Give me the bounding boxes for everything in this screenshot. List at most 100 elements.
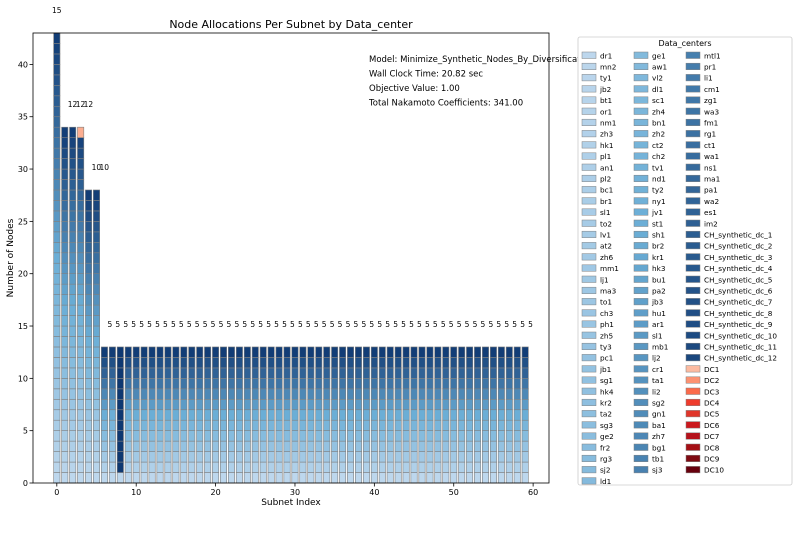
legend-item: es1	[685, 208, 717, 217]
bar-segment	[93, 367, 100, 379]
bar-segment	[362, 461, 370, 473]
legend-item: mb1	[633, 343, 668, 352]
bar-segment	[362, 419, 370, 431]
legend-swatch	[633, 242, 649, 250]
bar-segment	[355, 440, 362, 452]
bar-segment	[442, 451, 450, 463]
bar-segment	[227, 472, 235, 484]
bar-segment	[53, 252, 61, 264]
bar-segment	[93, 210, 100, 222]
bar-segment	[235, 461, 243, 473]
legend-label: lv1	[600, 231, 611, 240]
legend-swatch	[581, 421, 597, 429]
bar-segment	[93, 430, 100, 442]
y-tick-label: 35	[18, 113, 28, 122]
bar-segment	[434, 430, 442, 442]
bar-label: 5	[512, 320, 517, 329]
legend-swatch	[633, 130, 649, 138]
bar-segment	[212, 440, 220, 452]
bar-subnet-31	[299, 346, 307, 484]
bar-segment	[204, 419, 212, 431]
legend-swatch	[685, 454, 701, 462]
bar-segment	[180, 357, 188, 369]
bar-segment	[347, 367, 355, 379]
bar-segment	[212, 388, 220, 400]
bar-segment	[227, 346, 235, 358]
legend-label: hk1	[600, 141, 614, 150]
legend-item: wa3	[685, 107, 719, 116]
bar-segment	[275, 430, 283, 442]
legend-swatch	[633, 253, 649, 261]
bar-segment	[251, 419, 259, 431]
bar-segment	[108, 388, 116, 400]
legend-item: zh7	[633, 432, 665, 441]
bar-segment	[378, 357, 386, 369]
legend-swatch	[581, 130, 597, 138]
legend-swatch	[685, 342, 701, 350]
bar-segment	[513, 451, 521, 463]
bar-segment	[299, 378, 307, 390]
bar-segment	[61, 315, 69, 327]
bar-segment	[164, 388, 172, 400]
bar-segment	[267, 451, 275, 463]
legend-item: sg2	[633, 399, 665, 408]
bar-segment	[458, 388, 466, 400]
bar-segment	[482, 367, 489, 379]
bar-segment	[93, 252, 100, 264]
bar-label: 5	[433, 320, 438, 329]
legend-label: fr2	[600, 443, 610, 452]
bar-label: 10	[100, 163, 110, 172]
bar-segment	[355, 419, 362, 431]
legend-swatch	[685, 331, 701, 339]
bar-label: 5	[187, 320, 192, 329]
legend-swatch	[581, 174, 597, 182]
bar-segment	[402, 440, 410, 452]
legend-item: pr1	[685, 63, 716, 72]
legend-label: pl2	[600, 175, 611, 184]
legend-swatch	[581, 410, 597, 418]
bar-segment	[521, 461, 529, 473]
bar-label: 5	[528, 320, 533, 329]
bar-segment	[315, 367, 323, 379]
bar-segment	[299, 451, 307, 463]
bar-segment	[466, 388, 474, 400]
bar-subnet-4	[85, 189, 93, 484]
bar-segment	[53, 95, 61, 107]
bar-segment	[418, 388, 426, 400]
bar-segment	[53, 74, 61, 86]
legend-swatch	[581, 443, 597, 451]
legend-item: vl2	[633, 74, 663, 83]
legend-item: ge2	[581, 432, 614, 441]
bar-segment	[386, 367, 394, 379]
bar-label: 5	[203, 320, 208, 329]
bar-segment	[394, 398, 402, 411]
bar-segment	[458, 378, 466, 390]
legend-item: zg1	[685, 96, 717, 105]
bar-segment	[164, 461, 172, 473]
bar-segment	[482, 472, 489, 484]
legend-swatch	[685, 387, 701, 395]
bar-segment	[394, 472, 402, 484]
bar-segment	[521, 430, 529, 442]
bar-segment	[172, 461, 180, 473]
legend-label: mtl1	[704, 51, 721, 60]
bar-segment	[505, 357, 513, 369]
bar-segment	[85, 367, 93, 379]
legend-title: Data_centers	[658, 39, 711, 48]
bar-segment	[100, 398, 108, 411]
bar-segment	[85, 283, 93, 295]
bar-segment	[204, 461, 212, 473]
legend-label: sj3	[652, 466, 663, 475]
bar-segment	[283, 419, 291, 431]
legend-label: jb2	[599, 85, 611, 94]
legend-item: jb3	[633, 298, 664, 307]
bar-label: 5	[409, 320, 414, 329]
legend-item: ma3	[581, 287, 617, 296]
bar-segment	[466, 472, 474, 484]
bar-segment	[188, 388, 196, 400]
bar-segment	[355, 367, 362, 379]
bar-segment	[513, 430, 521, 442]
legend-swatch	[581, 320, 597, 328]
bar-segment	[61, 357, 69, 369]
bar-label: 5	[258, 320, 263, 329]
